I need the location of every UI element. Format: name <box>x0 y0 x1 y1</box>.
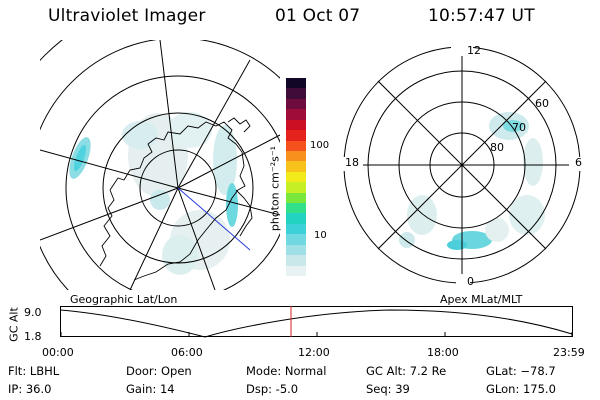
info-door: Door: Open <box>126 364 192 378</box>
colorbar-segment <box>286 213 306 224</box>
info-gc-alt: GC Alt: 7.2 Re <box>366 364 447 378</box>
mlat-label-60: 60 <box>535 97 549 110</box>
alt-xtick-3: 18:00 <box>427 346 459 359</box>
alt-ytick-low: 1.8 <box>24 330 42 343</box>
info-glon: GLon: 175.0 <box>486 382 556 396</box>
alt-xtick-0: 00:00 <box>42 346 74 359</box>
colorbar-segment <box>286 109 306 120</box>
alt-ytick-high: 9.0 <box>24 306 42 319</box>
colorbar-segment <box>286 265 306 276</box>
colorbar-segment <box>286 255 306 266</box>
info-ip: IP: 36.0 <box>8 382 52 396</box>
info-mode: Mode: Normal <box>246 364 327 378</box>
colorbar-segment <box>286 192 306 204</box>
colorbar-segment <box>286 140 306 151</box>
colorbar-tick-10: 10 <box>314 230 327 241</box>
colorbar-segment <box>286 77 306 89</box>
aurora-oval <box>399 112 545 250</box>
alt-ylabel: GC Alt <box>7 307 21 342</box>
aurora-emission <box>69 112 238 275</box>
polar-mlt-plot <box>339 42 583 288</box>
colorbar <box>286 77 306 276</box>
mlt-label-12: 12 <box>467 44 481 57</box>
geographic-map <box>40 40 280 290</box>
colorbar-segment <box>286 130 306 141</box>
colorbar-segment <box>286 98 306 110</box>
time-label: 10:57:47 UT <box>428 6 535 26</box>
geo-panel-label: Geographic Lat/Lon <box>70 293 178 306</box>
mlt-label-0: 0 <box>467 275 474 288</box>
altitude-plot <box>60 306 573 338</box>
info-filter: Flt: LBHL <box>8 364 60 378</box>
colorbar-segment <box>286 234 306 245</box>
colorbar-segment <box>286 203 306 214</box>
alt-xtick-2: 12:00 <box>298 346 330 359</box>
colorbar-segment <box>286 119 306 131</box>
colorbar-segment <box>286 88 306 99</box>
mlat-label-80: 80 <box>490 141 504 154</box>
colorbar-segment <box>286 171 306 183</box>
date-label: 01 Oct 07 <box>275 6 361 26</box>
alt-xtick-1: 06:00 <box>171 346 203 359</box>
colorbar-segment <box>286 244 306 256</box>
colorbar-segment <box>286 223 306 235</box>
colorbar-tick-100: 100 <box>310 140 330 151</box>
colorbar-segment <box>286 150 306 162</box>
alt-xtick-4: 23:59 <box>553 346 585 359</box>
info-gain: Gain: 14 <box>126 382 175 396</box>
polar-panel-label: Apex MLat/MLT <box>440 293 523 306</box>
info-dsp: Dsp: -5.0 <box>246 382 299 396</box>
colorbar-segment <box>286 182 306 193</box>
info-glat: GLat: −78.7 <box>486 364 556 378</box>
mlt-label-6: 6 <box>575 156 582 169</box>
instrument-title: Ultraviolet Imager <box>48 6 206 26</box>
mlt-label-18: 18 <box>345 156 359 169</box>
mlat-label-70: 70 <box>512 121 526 134</box>
colorbar-segment <box>286 161 306 172</box>
info-seq: Seq: 39 <box>366 382 410 396</box>
colorbar-label: photon cm⁻²s⁻¹ <box>268 145 282 232</box>
